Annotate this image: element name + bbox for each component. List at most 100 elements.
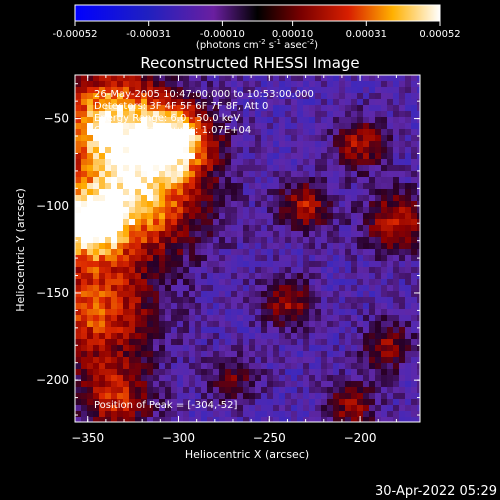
- heatmap-cell: [75, 315, 81, 321]
- heatmap-cell: [213, 123, 219, 129]
- heatmap-cell: [93, 375, 99, 381]
- heatmap-cell: [249, 189, 255, 195]
- heatmap-cell: [141, 147, 147, 153]
- heatmap-cell: [81, 159, 87, 165]
- heatmap-cell: [369, 219, 375, 225]
- heatmap-cell: [129, 387, 135, 393]
- heatmap-cell: [345, 303, 351, 309]
- heatmap-cell: [141, 81, 147, 87]
- heatmap-cell: [339, 273, 345, 279]
- heatmap-cell: [111, 75, 117, 81]
- heatmap-cell: [327, 339, 333, 345]
- heatmap-cell: [315, 123, 321, 129]
- heatmap-cell: [363, 303, 369, 309]
- heatmap-cell: [417, 387, 420, 393]
- heatmap-cell: [267, 345, 273, 351]
- heatmap-cell: [159, 87, 165, 93]
- heatmap-cell: [147, 381, 153, 387]
- heatmap-cell: [207, 243, 213, 249]
- heatmap-cell: [87, 171, 93, 177]
- heatmap-cell: [405, 195, 411, 201]
- heatmap-cell: [105, 411, 111, 417]
- heatmap-cell: [165, 303, 171, 309]
- heatmap-cell: [105, 375, 111, 381]
- heatmap-cell: [219, 405, 225, 411]
- heatmap-cell: [261, 351, 267, 357]
- heatmap-cell: [375, 393, 381, 399]
- heatmap-cell: [189, 399, 195, 405]
- heatmap-cell: [303, 375, 309, 381]
- heatmap-cell: [231, 351, 237, 357]
- heatmap-cell: [417, 297, 420, 303]
- heatmap-cell: [249, 75, 255, 81]
- heatmap-cell: [189, 99, 195, 105]
- heatmap-cell: [399, 393, 405, 399]
- heatmap-cell: [183, 171, 189, 177]
- heatmap-cell: [105, 399, 111, 405]
- heatmap-cell: [237, 159, 243, 165]
- heatmap-cell: [165, 291, 171, 297]
- heatmap-cell: [375, 363, 381, 369]
- heatmap-cell: [327, 405, 333, 411]
- heatmap-cell: [81, 297, 87, 303]
- heatmap-cell: [285, 207, 291, 213]
- heatmap-cell: [297, 381, 303, 387]
- heatmap-cell: [387, 333, 393, 339]
- heatmap-cell: [183, 135, 189, 141]
- heatmap-cell: [153, 147, 159, 153]
- heatmap-cell: [351, 195, 357, 201]
- heatmap-cell: [285, 333, 291, 339]
- heatmap-cell: [105, 369, 111, 375]
- heatmap-cell: [375, 309, 381, 315]
- heatmap-cell: [249, 291, 255, 297]
- heatmap-cell: [285, 165, 291, 171]
- heatmap-cell: [183, 231, 189, 237]
- heatmap-cell: [135, 231, 141, 237]
- heatmap-cell: [309, 351, 315, 357]
- heatmap-cell: [231, 189, 237, 195]
- heatmap-cell: [201, 357, 207, 363]
- heatmap-cell: [123, 117, 129, 123]
- heatmap-cell: [303, 297, 309, 303]
- heatmap-cell: [339, 243, 345, 249]
- heatmap-cell: [381, 201, 387, 207]
- heatmap-cell: [303, 357, 309, 363]
- heatmap-cell: [411, 273, 417, 279]
- heatmap-cell: [411, 237, 417, 243]
- heatmap-cell: [213, 309, 219, 315]
- heatmap-cell: [393, 111, 399, 117]
- heatmap-cell: [267, 141, 273, 147]
- heatmap-cell: [333, 363, 339, 369]
- heatmap-cell: [111, 207, 117, 213]
- heatmap-cell: [195, 231, 201, 237]
- heatmap-cell: [243, 363, 249, 369]
- heatmap-cell: [231, 201, 237, 207]
- heatmap-cell: [351, 297, 357, 303]
- heatmap-cell: [87, 159, 93, 165]
- heatmap-cell: [387, 273, 393, 279]
- heatmap-cell: [201, 237, 207, 243]
- heatmap-cell: [285, 159, 291, 165]
- heatmap-cell: [93, 111, 99, 117]
- heatmap-cell: [345, 189, 351, 195]
- heatmap-cell: [333, 405, 339, 411]
- heatmap-cell: [285, 219, 291, 225]
- heatmap-cell: [339, 195, 345, 201]
- heatmap-cell: [219, 345, 225, 351]
- heatmap-cell: [333, 249, 339, 255]
- heatmap-cell: [315, 297, 321, 303]
- heatmap-cell: [291, 111, 297, 117]
- heatmap-cell: [249, 243, 255, 249]
- heatmap-cell: [159, 327, 165, 333]
- heatmap-cell: [351, 183, 357, 189]
- heatmap-cell: [177, 189, 183, 195]
- heatmap-cell: [225, 159, 231, 165]
- heatmap-cell: [219, 243, 225, 249]
- heatmap-cell: [177, 291, 183, 297]
- heatmap-cell: [201, 93, 207, 99]
- heatmap-cell: [135, 111, 141, 117]
- heatmap-cell: [213, 357, 219, 363]
- heatmap-cell: [117, 273, 123, 279]
- heatmap-cell: [327, 357, 333, 363]
- heatmap-cell: [249, 393, 255, 399]
